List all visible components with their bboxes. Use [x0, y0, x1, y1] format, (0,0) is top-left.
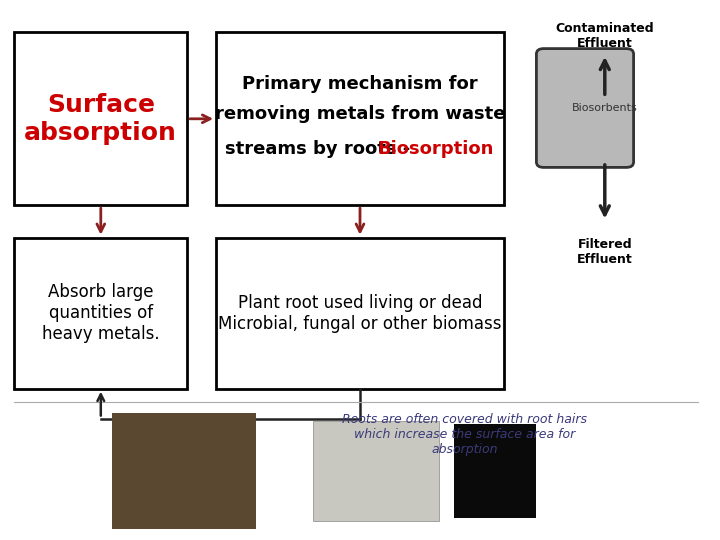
Text: streams by roots -: streams by roots -: [225, 139, 416, 158]
Text: Biosorbents: Biosorbents: [572, 103, 638, 113]
FancyBboxPatch shape: [14, 238, 187, 389]
Text: Filtered
Effluent: Filtered Effluent: [577, 238, 633, 266]
Text: Primary mechanism for: Primary mechanism for: [242, 75, 478, 93]
FancyBboxPatch shape: [216, 238, 504, 389]
Text: Absorb large
quantities of
heavy metals.: Absorb large quantities of heavy metals.: [42, 284, 160, 343]
Text: Biosorption: Biosorption: [377, 139, 494, 158]
FancyBboxPatch shape: [313, 421, 439, 521]
Text: Roots are often covered with root hairs
which increase the surface area for
abso: Roots are often covered with root hairs …: [342, 413, 587, 456]
Text: Contaminated
Effluent: Contaminated Effluent: [556, 22, 654, 50]
Text: Surface
absorption: Surface absorption: [24, 93, 177, 145]
Text: removing metals from waste: removing metals from waste: [215, 105, 505, 124]
FancyBboxPatch shape: [216, 32, 504, 205]
FancyBboxPatch shape: [14, 32, 187, 205]
Text: Plant root used living or dead
Microbial, fungal or other biomass: Plant root used living or dead Microbial…: [218, 294, 502, 333]
FancyBboxPatch shape: [536, 49, 634, 167]
FancyBboxPatch shape: [454, 424, 536, 518]
FancyBboxPatch shape: [112, 413, 256, 529]
